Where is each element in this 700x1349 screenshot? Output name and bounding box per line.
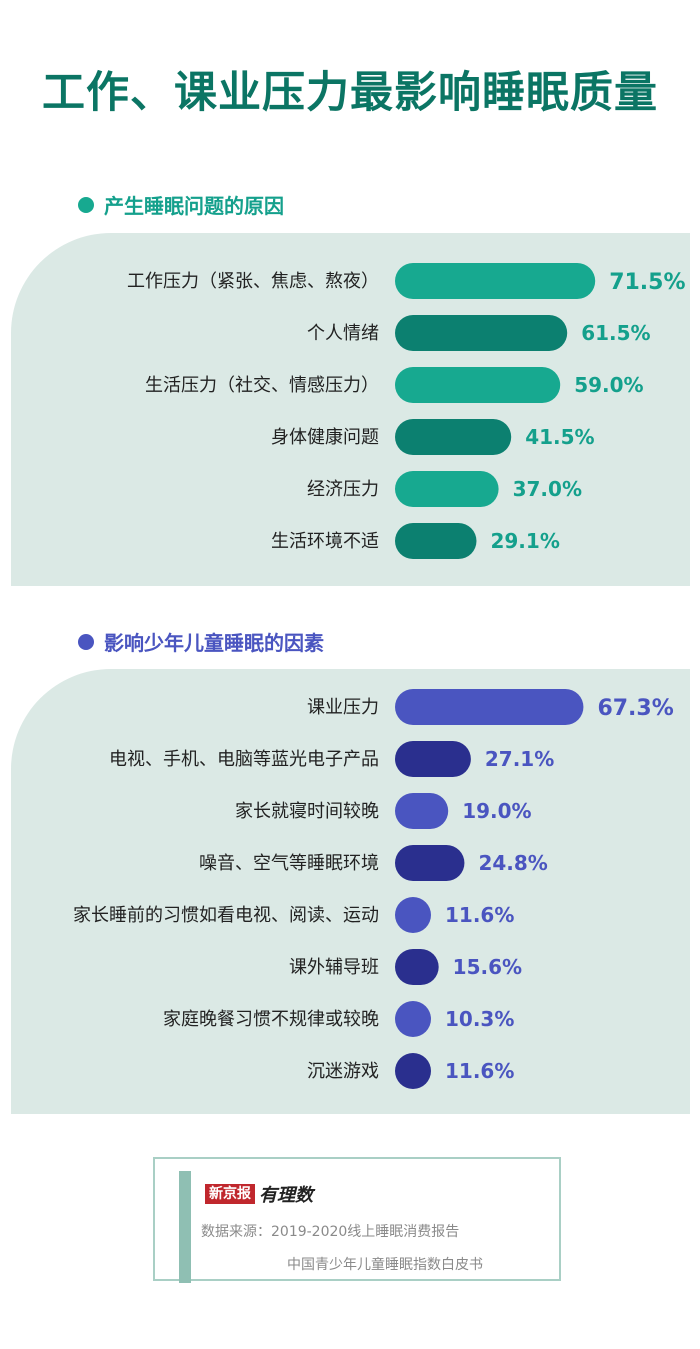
source-accent-bar (179, 1171, 191, 1283)
value-label: 15.6% (453, 955, 522, 979)
bar (395, 367, 561, 403)
category-label: 噪音、空气等睡眠环境 (199, 853, 379, 874)
bar (395, 897, 431, 933)
value-label: 67.3% (597, 696, 673, 721)
value-label: 11.6% (445, 903, 514, 927)
bullet-dot-icon (78, 633, 94, 650)
bullet-dot-icon (78, 196, 94, 213)
value-label: 41.5% (525, 425, 594, 449)
logo-sub-text: 有理数 (259, 1185, 313, 1206)
value-label: 27.1% (485, 747, 554, 771)
category-label: 课业压力 (307, 697, 379, 718)
category-label: 个人情绪 (307, 323, 379, 344)
category-label: 家庭晚餐习惯不规律或较晚 (163, 1009, 379, 1030)
bar (395, 949, 439, 985)
bar (395, 471, 499, 507)
bar (395, 419, 512, 455)
publisher-logo: 新京报 有理数 (205, 1181, 313, 1207)
source-line-1: 数据来源：2019-2020线上睡眠消费报告 (201, 1224, 460, 1240)
bar (395, 793, 449, 829)
category-label: 课外辅导班 (289, 957, 379, 978)
value-label: 19.0% (462, 799, 531, 823)
bar (395, 689, 584, 725)
chart-panel-children-factors: 课业压力 67.3% 电视、手机、电脑等蓝光电子产品 27.1% 家长就寝时间较晚 19.… (11, 669, 690, 1114)
category-label: 家长就寝时间较晚 (235, 801, 379, 822)
value-label: 29.1% (490, 529, 559, 553)
bar (395, 845, 465, 881)
bar (395, 1053, 431, 1089)
bar-chart-children-factors: 课业压力 67.3% 电视、手机、电脑等蓝光电子产品 27.1% 家长就寝时间较晚 19.… (73, 689, 674, 1089)
bar (395, 523, 477, 559)
page-title: 工作、课业压力最影响睡眠质量 (42, 68, 658, 118)
bar (395, 263, 596, 299)
section-title: 产生睡眠问题的原因 (104, 194, 284, 218)
section-header-sleep-causes: 产生睡眠问题的原因 (78, 190, 284, 219)
bar (395, 1001, 431, 1037)
category-label: 电视、手机、电脑等蓝光电子产品 (109, 749, 379, 770)
value-label: 59.0% (574, 373, 643, 397)
category-label: 生活压力（社交、情感压力） (145, 375, 379, 396)
category-label: 生活环境不适 (271, 531, 379, 552)
logo-main-text: 新京报 (205, 1184, 255, 1204)
category-label: 沉迷游戏 (307, 1061, 379, 1082)
bar (395, 741, 471, 777)
category-label: 经济压力 (307, 479, 379, 500)
value-label: 61.5% (581, 321, 650, 345)
value-label: 24.8% (478, 851, 547, 875)
category-label: 家长睡前的习惯如看电视、阅读、运动 (73, 905, 379, 926)
value-label: 71.5% (609, 270, 685, 295)
value-label: 10.3% (445, 1007, 514, 1031)
category-label: 工作压力（紧张、焦虑、熬夜） (127, 271, 379, 292)
category-label: 身体健康问题 (271, 427, 379, 448)
section-title: 影响少年儿童睡眠的因素 (104, 631, 324, 655)
bar (395, 315, 568, 351)
source-line-2: 中国青少年儿童睡眠指数白皮书 (287, 1257, 483, 1273)
bar-chart-sleep-causes: 工作压力（紧张、焦虑、熬夜） 71.5% 个人情绪 61.5% 生活压力（社交、情感压力… (127, 263, 686, 559)
value-label: 37.0% (513, 477, 582, 501)
source-box: 新京报 有理数 数据来源：2019-2020线上睡眠消费报告 中国青少年儿童睡眠… (153, 1157, 561, 1283)
value-label: 11.6% (445, 1059, 514, 1083)
chart-panel-sleep-causes: 工作压力（紧张、焦虑、熬夜） 71.5% 个人情绪 61.5% 生活压力（社交、情感压力… (11, 233, 690, 586)
section-header-children-factors: 影响少年儿童睡眠的因素 (78, 627, 324, 656)
